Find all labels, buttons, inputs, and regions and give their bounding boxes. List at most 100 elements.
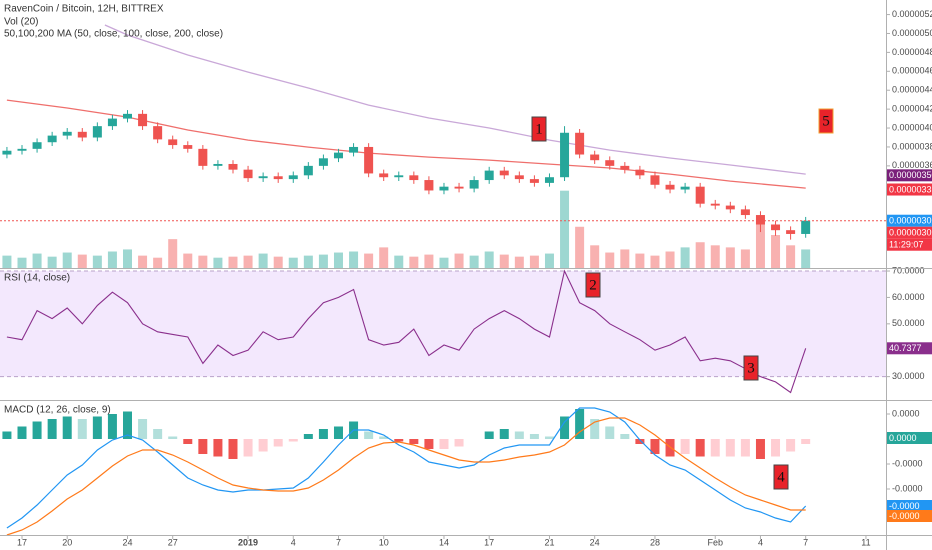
volume-bar [228, 256, 238, 268]
macd-histogram-bar [514, 431, 524, 439]
macd-histogram-bar [318, 429, 328, 439]
x-tick-label: 17 [17, 537, 27, 547]
y-tick-label: 60.0000 [892, 292, 925, 302]
price-badge-label: 0.00000350 [889, 170, 932, 180]
candle-body [198, 148, 208, 166]
volume-bar [122, 249, 132, 268]
candle-body [469, 180, 479, 189]
ma-title: 50,100,200 MA (50, close, 100, close, 20… [4, 29, 223, 40]
macd-histogram-bar [258, 439, 268, 452]
volume-title: Vol (20) [4, 17, 38, 28]
annotation-label: 3 [747, 360, 755, 376]
rsi-badge [887, 342, 932, 355]
price-badge [887, 214, 932, 227]
volume-bar [258, 253, 268, 268]
macd-histogram-bar [529, 434, 539, 439]
volume-bar [62, 252, 72, 268]
moving-average [104, 24, 806, 175]
price-badge [887, 183, 932, 196]
x-tick-label: 17 [484, 537, 494, 547]
macd-histogram-bar [333, 426, 343, 439]
macd-badge-label: -0.0000 [889, 511, 920, 521]
countdown-badge-label: 11:29:07 [889, 240, 923, 250]
volume-bar [544, 253, 554, 268]
macd-histogram-bar [544, 436, 554, 439]
y-tick-label: 0.00000480 [892, 47, 932, 57]
candle-body [122, 113, 132, 119]
volume-bar [740, 249, 750, 268]
macd-histogram-bar [424, 439, 434, 449]
x-tick-label: 10 [379, 537, 389, 547]
x-tick-label: 7 [803, 537, 808, 547]
candle-body [77, 131, 87, 138]
candle-body [288, 175, 298, 180]
macd-histogram-bar [303, 434, 313, 439]
annotation-label: 2 [589, 277, 597, 293]
candle-body [243, 169, 253, 179]
macd-histogram-bar [32, 421, 42, 439]
volume-bar [198, 255, 208, 268]
volume-bar [620, 249, 630, 268]
candle-body [32, 142, 42, 149]
candle-body [544, 177, 554, 183]
macd-line [6, 407, 807, 529]
macd-histogram-bar [635, 439, 645, 444]
macd-histogram-bar [484, 431, 494, 439]
y-tick-label: 0.00000460 [892, 66, 932, 76]
macd-histogram-bar [590, 419, 600, 439]
volume-bar [107, 251, 117, 268]
x-tick-label: 2019 [238, 537, 258, 547]
candle-body [168, 139, 178, 146]
macd-histogram-bar [575, 409, 585, 439]
volume-bar [213, 257, 223, 268]
macd-histogram-bar [725, 439, 735, 457]
price-badge [887, 226, 932, 239]
candle-body [349, 146, 359, 153]
volume-bar [786, 245, 796, 268]
candle-body [153, 126, 163, 140]
candle-body [92, 126, 102, 138]
volume-bar [650, 255, 660, 268]
candle-body [695, 186, 705, 204]
candle-body [439, 186, 449, 191]
volume-bar [77, 254, 87, 268]
y-tick-label: 0.00000360 [892, 160, 932, 170]
volume-bar [349, 251, 359, 268]
x-tick-label: 27 [168, 537, 178, 547]
candle-body [771, 224, 781, 231]
price-badge-label: 0.00000335 [889, 184, 932, 194]
macd-histogram-bar [17, 426, 27, 439]
macd-histogram-bar [153, 429, 163, 439]
volume-bar [47, 256, 57, 268]
macd-histogram-bar [77, 419, 87, 439]
volume-bar [379, 247, 389, 268]
candle-body [635, 169, 645, 176]
macd-histogram-bar [228, 439, 238, 459]
macd-histogram-bar [771, 439, 781, 457]
x-tick-label: 20 [62, 537, 72, 547]
macd-histogram-bar [801, 439, 811, 444]
candle-body [138, 113, 148, 127]
annotation-label: 4 [777, 469, 785, 485]
candle-body [213, 163, 223, 166]
candle-body [364, 146, 374, 174]
candle-body [725, 205, 735, 210]
macd-line [6, 417, 806, 536]
candle-body [620, 165, 630, 170]
macd-histogram-bar [379, 436, 389, 439]
annotation-label: 5 [822, 113, 830, 129]
candle-body [47, 135, 57, 143]
candle-body [755, 215, 765, 225]
y-tick-label: 0.00000400 [892, 122, 932, 132]
x-tick-label: 24 [122, 537, 132, 547]
annotation-box [743, 355, 759, 381]
candle-body [333, 152, 343, 159]
macd-histogram-bar [243, 439, 253, 457]
volume-bar [183, 253, 193, 268]
macd-histogram-bar [138, 419, 148, 439]
y-tick-label: 30.0000 [892, 371, 925, 381]
volume-bar [635, 253, 645, 268]
candle-body [303, 165, 313, 176]
candle-body [680, 186, 690, 190]
y-tick-label: 0.00000500 [892, 28, 932, 38]
